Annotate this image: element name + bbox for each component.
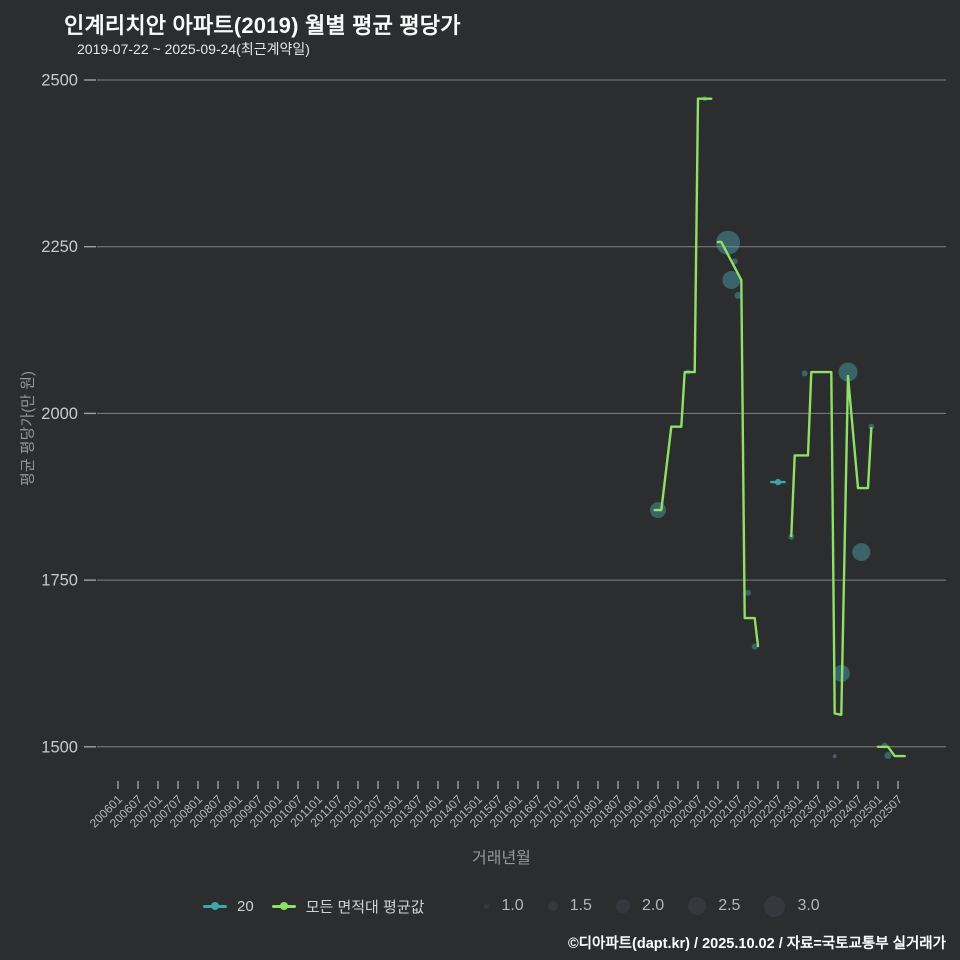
x-axis-title: 거래년월 [472, 850, 531, 867]
size-legend-item: 1.5 [547, 897, 592, 915]
copyright-credit: ©디아파트(dapt.kr) / 2025.10.02 / 자료=국토교통부 실… [567, 936, 946, 952]
svg-text:2250: 2250 [41, 238, 78, 256]
bubble-size-legend: 1.0 1.5 2.0 2.5 3.0 [484, 895, 843, 917]
legend-label: 20 [237, 897, 254, 915]
bubble-size-icon [484, 903, 490, 909]
bubble-size-icon [764, 895, 786, 917]
svg-text:2000: 2000 [41, 405, 78, 423]
size-label: 3.0 [797, 897, 820, 914]
size-label: 2.5 [718, 897, 741, 914]
size-label: 2.0 [641, 897, 665, 914]
teal-line-swatch-icon [203, 902, 227, 910]
size-legend-item: 3.0 [764, 895, 820, 917]
bubble-size-icon [688, 897, 707, 915]
y-axis-title: 평균 평당가(만 원) [19, 371, 37, 486]
size-legend-item: 1.0 [484, 897, 524, 915]
bubble-size-icon [615, 899, 630, 913]
size-legend-item: 2.5 [688, 897, 740, 915]
svg-text:1750: 1750 [41, 572, 78, 590]
green-line-swatch-icon [271, 902, 296, 910]
svg-text:1500: 1500 [41, 738, 78, 756]
legend-label: 모든 면적대 평균값 [305, 898, 425, 916]
legend-item-20: 20 [203, 898, 254, 915]
page-title: 인계리치안 아파트(2019) 월별 평균 평당가 [64, 13, 461, 38]
size-label: 1.5 [569, 897, 592, 914]
legend: 20 모든 면적대 평균값 1.0 1.5 2.0 2.5 3.0 [0, 891, 960, 921]
size-legend-item: 2.0 [615, 897, 665, 915]
bubble-size-icon [547, 901, 558, 911]
chart-canvas: 2500225020001750150020060120060720070120… [41, 72, 946, 830]
svg-text:2500: 2500 [41, 72, 78, 90]
size-label: 1.0 [501, 897, 524, 914]
date-range-subtitle: 2019-07-22 ~ 2025-09-24(최근계약일) [77, 41, 310, 57]
series-legend: 20 모든 면적대 평균값 [203, 896, 442, 917]
legend-item-average: 모든 면적대 평균값 [271, 896, 425, 917]
